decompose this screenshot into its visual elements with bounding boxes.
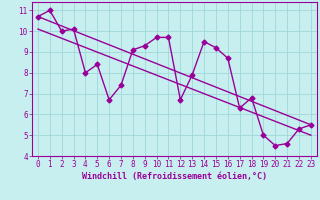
X-axis label: Windchill (Refroidissement éolien,°C): Windchill (Refroidissement éolien,°C) bbox=[82, 172, 267, 181]
